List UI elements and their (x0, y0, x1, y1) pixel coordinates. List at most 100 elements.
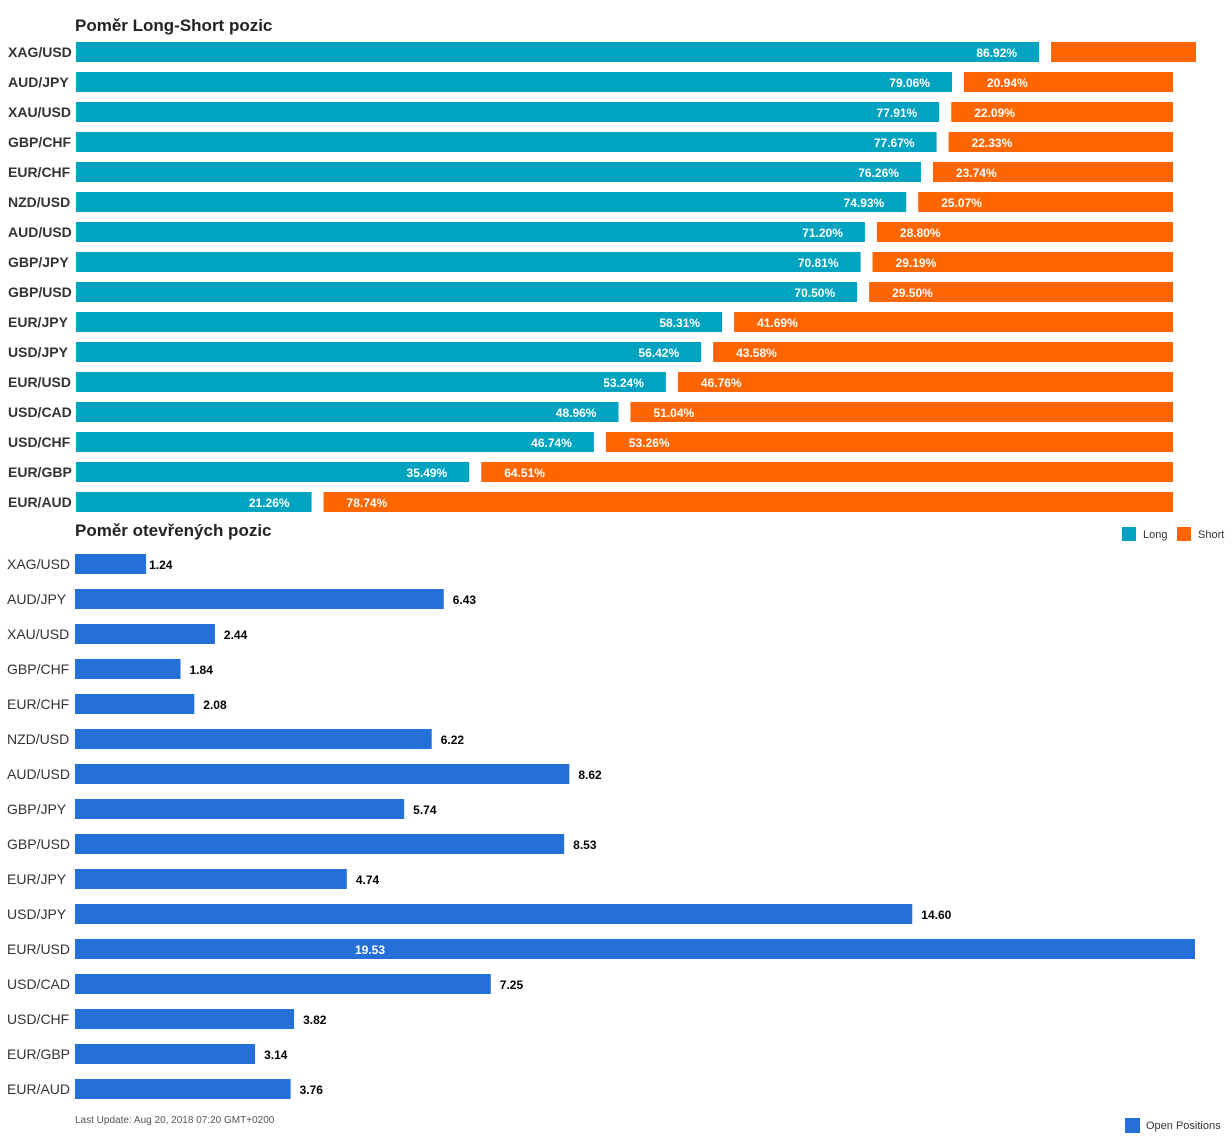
open-positions-bar-xau-usd (75, 624, 215, 644)
category-label-eur-jpy: EUR/JPY (7, 871, 67, 887)
long-value-label: 35.49% (407, 466, 448, 480)
open-positions-bar-aud-usd (75, 764, 570, 784)
short-value-label: 29.19% (896, 256, 937, 270)
short-bar-usd-chf (605, 432, 1173, 452)
short-value-label: 29.50% (892, 286, 933, 300)
long-value-label: 77.67% (874, 136, 915, 150)
short-value-label: 78.74% (347, 496, 388, 510)
legend-label-open-positions: Open Positions (1146, 1120, 1221, 1132)
open-positions-value-label: 8.62 (578, 768, 602, 782)
open-positions-value-label: 3.76 (300, 1083, 324, 1097)
open-positions-value-label: 6.22 (441, 733, 465, 747)
open-positions-value-label: 19.53 (355, 943, 385, 957)
long-bar-aud-usd (76, 222, 865, 242)
short-value-label: 22.33% (972, 136, 1013, 150)
short-value-label: 53.26% (629, 436, 670, 450)
short-bar-xag-usd (1051, 42, 1196, 62)
open-positions-bar-gbp-jpy (75, 799, 405, 819)
long-bar-eur-gbp (76, 462, 470, 482)
long-bar-usd-cad (76, 402, 619, 422)
category-label-gbp-chf: GBP/CHF (8, 134, 71, 150)
short-bar-gbp-jpy (872, 252, 1173, 272)
open-positions-value-label: 6.43 (453, 593, 477, 607)
short-bar-eur-aud (323, 492, 1173, 512)
long-bar-eur-jpy (76, 312, 723, 332)
open-positions-value-label: 8.53 (573, 838, 597, 852)
open-positions-value-label: 4.74 (356, 873, 380, 887)
category-label-eur-chf: EUR/CHF (7, 696, 69, 712)
open-positions-value-label: 7.25 (500, 978, 524, 992)
open-positions-bar-eur-chf (75, 694, 195, 714)
open-positions-value-label: 2.44 (224, 628, 248, 642)
long-short-bars: XAG/USD 86.92% AUD/JPY 79.06% 20.94% XAU/USD 7… (8, 42, 1196, 512)
open-positions-bar-gbp-chf (75, 659, 181, 679)
short-bar-aud-jpy (963, 72, 1173, 92)
category-label-gbp-jpy: GBP/JPY (7, 801, 67, 817)
short-value-label: 41.69% (757, 316, 798, 330)
category-label-usd-jpy: USD/JPY (7, 906, 67, 922)
category-label-aud-usd: AUD/USD (8, 224, 72, 240)
long-bar-usd-jpy (76, 342, 702, 362)
long-value-label: 48.96% (556, 406, 597, 420)
open-positions-bar-xag-usd (75, 554, 147, 574)
long-value-label: 21.26% (249, 496, 290, 510)
short-bar-aud-usd (876, 222, 1173, 242)
short-value-label: 46.76% (701, 376, 742, 390)
category-label-eur-gbp: EUR/GBP (8, 464, 72, 480)
long-value-label: 76.26% (858, 166, 899, 180)
short-value-label: 20.94% (987, 76, 1028, 90)
short-value-label: 22.09% (974, 106, 1015, 120)
category-label-gbp-chf: GBP/CHF (7, 661, 69, 677)
legend-open-positions: Open Positions (1125, 1118, 1221, 1133)
category-label-usd-cad: USD/CAD (8, 404, 72, 420)
long-value-label: 58.31% (659, 316, 700, 330)
long-bar-gbp-usd (76, 282, 858, 302)
category-label-gbp-usd: GBP/USD (7, 836, 70, 852)
category-label-nzd-usd: NZD/USD (7, 731, 69, 747)
short-bar-usd-cad (630, 402, 1173, 422)
category-label-nzd-usd: NZD/USD (8, 194, 70, 210)
open-positions-bar-eur-usd (75, 939, 1195, 959)
long-bar-eur-usd (76, 372, 666, 392)
open-positions-bar-eur-jpy (75, 869, 347, 889)
long-bar-xag-usd (76, 42, 1040, 62)
long-value-label: 56.42% (638, 346, 679, 360)
open-positions-bar-nzd-usd (75, 729, 432, 749)
legend-label-long: Long (1143, 529, 1167, 541)
open-positions-bars: XAG/USD 1.24 AUD/JPY 6.43 XAU/USD 2.44 GBP/CHF… (7, 554, 1195, 1099)
legend-label-short: Short (1198, 529, 1224, 541)
category-label-eur-gbp: EUR/GBP (7, 1046, 70, 1062)
open-positions-bar-usd-cad (75, 974, 491, 994)
open-positions-bar-usd-jpy (75, 904, 913, 924)
category-label-aud-jpy: AUD/JPY (8, 74, 69, 90)
open-positions-bar-usd-chf (75, 1009, 295, 1029)
category-label-gbp-jpy: GBP/JPY (8, 254, 69, 270)
long-bar-aud-jpy (76, 72, 952, 92)
long-value-label: 71.20% (802, 226, 843, 240)
short-value-label: 51.04% (653, 406, 694, 420)
open-positions-bar-gbp-usd (75, 834, 565, 854)
long-bar-eur-chf (76, 162, 921, 182)
long-bar-gbp-chf (76, 132, 937, 152)
category-label-xag-usd: XAG/USD (8, 44, 72, 60)
category-label-xau-usd: XAU/USD (8, 104, 71, 120)
open-positions-value-label: 1.24 (149, 558, 173, 572)
short-value-label: 25.07% (941, 196, 982, 210)
category-label-usd-chf: USD/CHF (7, 1011, 69, 1027)
open-positions-value-label: 14.60 (921, 908, 951, 922)
long-value-label: 70.50% (794, 286, 835, 300)
short-bar-gbp-chf (948, 132, 1173, 152)
short-bar-eur-usd (677, 372, 1173, 392)
category-label-usd-chf: USD/CHF (8, 434, 71, 450)
open-positions-bar-eur-gbp (75, 1044, 256, 1064)
long-bar-usd-chf (76, 432, 594, 452)
category-label-eur-usd: EUR/USD (8, 374, 71, 390)
long-value-label: 77.91% (877, 106, 918, 120)
open-positions-value-label: 5.74 (413, 803, 437, 817)
short-bar-gbp-usd (869, 282, 1173, 302)
category-label-eur-jpy: EUR/JPY (8, 314, 69, 330)
category-label-aud-jpy: AUD/JPY (7, 591, 67, 607)
short-value-label: 28.80% (900, 226, 941, 240)
